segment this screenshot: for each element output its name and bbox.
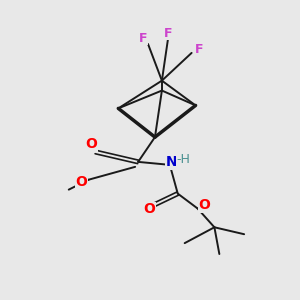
Text: O: O	[143, 202, 155, 216]
Text: F: F	[139, 32, 147, 44]
Text: F: F	[195, 44, 204, 56]
Text: O: O	[199, 199, 210, 212]
Text: F: F	[164, 27, 172, 40]
Text: -H: -H	[177, 153, 190, 167]
Text: N: N	[166, 155, 178, 169]
Text: O: O	[76, 175, 88, 189]
Text: O: O	[85, 137, 98, 151]
